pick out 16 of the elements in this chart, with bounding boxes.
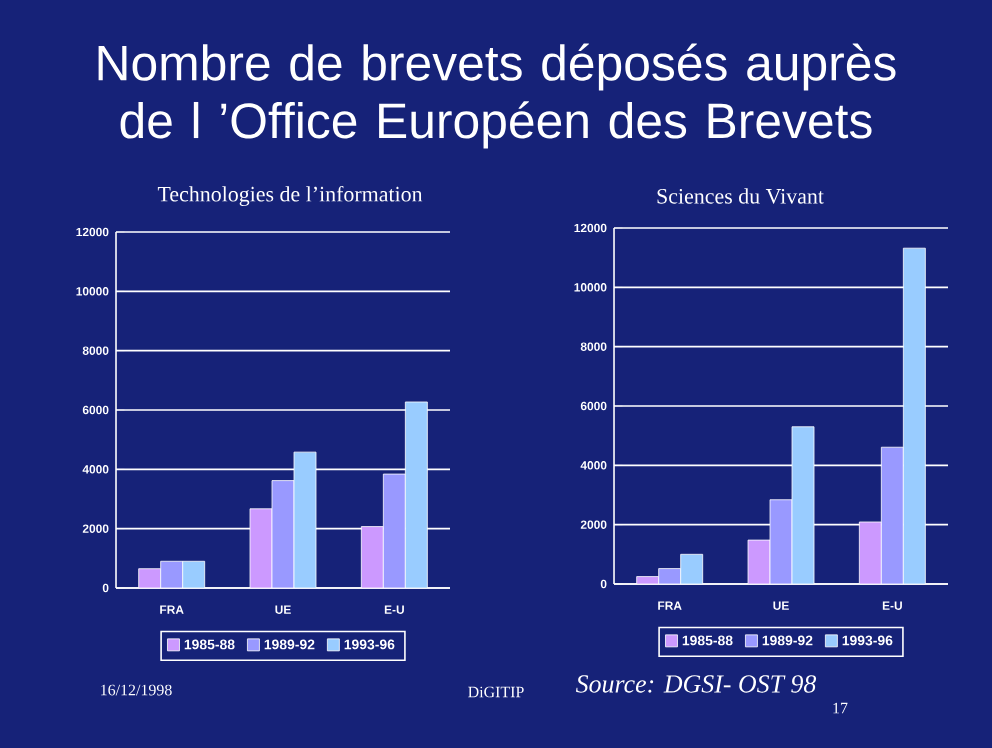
bar [769, 499, 793, 584]
bar [404, 401, 428, 588]
chart-title: Technologies de l’information [157, 185, 423, 207]
text: Nombre de brevets déposés auprès de l ’Office Européen des Brevets [98, 43, 896, 149]
bar [293, 451, 317, 588]
bar [382, 473, 406, 588]
bar [902, 247, 926, 584]
bar [791, 426, 815, 584]
chart-title: Sciences du Vivant [657, 188, 824, 204]
source-note: Source: DGSI- OST 98 [575, 675, 817, 693]
bar [858, 521, 882, 584]
bar [880, 446, 904, 584]
bar [680, 553, 704, 584]
bar [360, 526, 384, 588]
bar [271, 480, 295, 588]
bar [249, 508, 273, 588]
